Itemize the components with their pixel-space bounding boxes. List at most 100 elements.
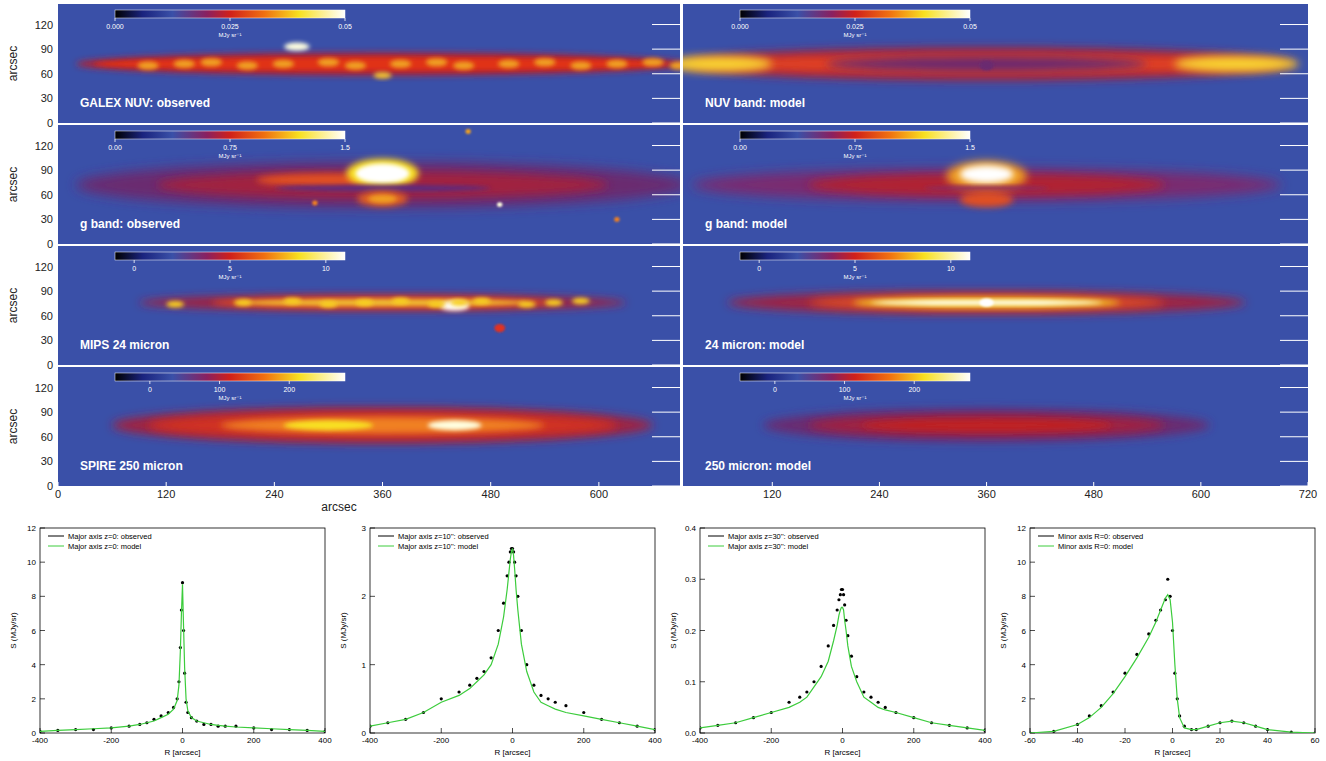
x-tick-label: 480 (1085, 488, 1103, 500)
y-tick-label: 30 (41, 455, 53, 467)
colorbar-tick (134, 260, 135, 263)
x-tick (913, 728, 914, 733)
emission-blob (112, 407, 653, 443)
colorbar-tick-label: 0.00 (108, 144, 122, 151)
x-tick-label: 60 (1311, 736, 1320, 745)
colorbar-tick-label: 0.025 (846, 23, 864, 30)
y-tick-label: 1 (362, 661, 367, 670)
colorbar-tick-label: 0 (773, 386, 777, 393)
emission-clump (453, 61, 475, 69)
emission-blob (274, 185, 490, 192)
image-panel: NUV band: model0.0000.0250.05MJy sr⁻¹ (665, 4, 1308, 123)
y-tick-label: 12 (1017, 524, 1026, 533)
colorbar-tick-label: 0.75 (848, 144, 862, 151)
colorbar-tick-label: 200 (908, 386, 920, 393)
x-tick-label: 200 (577, 736, 591, 745)
legend-swatch (378, 536, 394, 537)
y-tick (652, 219, 680, 220)
panel-title: g band: model (705, 217, 787, 231)
emission-clump (606, 60, 628, 68)
y-tick (1280, 266, 1308, 267)
y-tick (1280, 24, 1308, 25)
colorbar (115, 373, 345, 381)
emission-blob (355, 164, 409, 184)
y-tick-label: 4 (32, 661, 37, 670)
y-tick-label: 10 (1017, 558, 1026, 567)
emission-blob (94, 57, 671, 70)
model-line (370, 549, 655, 730)
observed-point (547, 697, 550, 700)
colorbar-label: MJy sr⁻¹ (844, 395, 867, 401)
y-tick (652, 486, 680, 487)
y-axis-title: S (MJy/sr) (669, 612, 678, 649)
y-tick (652, 244, 680, 245)
observed-point (862, 690, 865, 693)
y-tick-label: 2 (362, 592, 367, 601)
legend-swatch (1038, 546, 1054, 547)
colorbar-tick (970, 18, 971, 21)
x-tick-label: 120 (157, 488, 175, 500)
y-tick-label: 0 (1022, 729, 1027, 738)
y-tick (40, 630, 45, 631)
emission-blob (808, 295, 1165, 310)
emission-clump (236, 61, 258, 69)
y-tick (652, 170, 680, 171)
emission-blob (960, 165, 1014, 183)
y-tick (652, 291, 680, 292)
emission-clump (570, 61, 592, 69)
emission-clump (137, 61, 159, 69)
emission-blob (465, 129, 470, 134)
colorbar-tick-label: 5 (228, 265, 232, 272)
emission-blob (763, 409, 1209, 442)
emission-blob (808, 415, 1165, 436)
y-tick (652, 365, 680, 366)
colorbar-tick-label: 200 (283, 386, 295, 393)
panel-background (58, 246, 680, 365)
emission-clump (318, 58, 340, 66)
legend-entry: Major axis z=30'': model (728, 542, 809, 551)
profile-plot: -60-40-200204060024681012R [arcsec]S (MJ… (999, 524, 1320, 757)
x-tick (842, 728, 843, 733)
panel-title: NUV band: model (705, 96, 805, 110)
colorbar-tick-label: 0 (148, 386, 152, 393)
emission-clump (428, 301, 446, 308)
y-tick-label: 0.4 (685, 524, 697, 533)
y-axis-title: arcsec (6, 167, 20, 202)
x-axis-title: arcsec (321, 500, 356, 514)
observed-point (497, 629, 500, 632)
y-tick-label: 6 (1022, 627, 1027, 636)
colorbar-label: MJy sr⁻¹ (219, 153, 242, 159)
y-tick-label: 3 (362, 524, 367, 533)
emission-blob (853, 298, 1121, 308)
emission-blob (346, 159, 418, 189)
colorbar-tick (844, 381, 845, 384)
x-tick-label: 240 (870, 488, 888, 500)
y-axis-title: arcsec (6, 409, 20, 444)
emission-blob (1174, 56, 1299, 72)
x-tick-label: -60 (1024, 736, 1036, 745)
colorbar-tick-label: 100 (214, 386, 226, 393)
observed-point (841, 588, 844, 591)
colorbar-tick-label: 0 (132, 265, 136, 272)
colorbar-tick-label: 0.05 (963, 23, 977, 30)
profile-plot: -400-2000200400024681012R [arcsec]S (MJy… (9, 524, 332, 757)
data (1030, 578, 1315, 733)
y-tick-label: 10 (27, 558, 36, 567)
panel-background (58, 4, 680, 123)
y-tick (1280, 194, 1308, 195)
x-axis-title: R [arcsec] (824, 748, 860, 757)
observed-point (582, 711, 585, 714)
colorbar-tick (759, 260, 760, 263)
y-tick-label: 2 (32, 695, 37, 704)
y-tick-label: 90 (41, 285, 53, 297)
y-tick-label: 30 (41, 334, 53, 346)
x-tick (986, 482, 987, 486)
x-tick (274, 482, 275, 486)
emission-clump (319, 301, 337, 308)
y-tick-label: 90 (41, 164, 53, 176)
observed-point (869, 696, 872, 699)
emission-blob (211, 297, 554, 308)
emission (728, 291, 1246, 314)
x-tick-label: 200 (247, 736, 261, 745)
y-tick-label: 8 (32, 592, 37, 601)
